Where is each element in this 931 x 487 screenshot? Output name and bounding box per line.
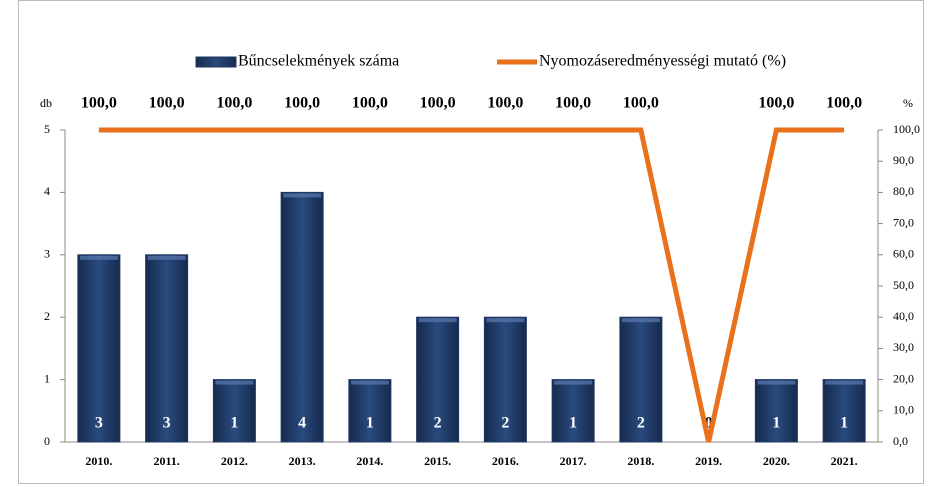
- bar: [212, 379, 256, 443]
- x-tick-label: 2017.: [560, 454, 587, 468]
- bar-highlight: [350, 380, 389, 385]
- x-tick-label: 2014.: [356, 454, 383, 468]
- x-tick-label: 2011.: [153, 454, 179, 468]
- line-value-label: 100,0: [216, 95, 252, 112]
- bar-value-label: 1: [230, 415, 238, 432]
- x-tick-label: 2015.: [424, 454, 451, 468]
- x-tick-label: 2010.: [85, 454, 112, 468]
- line-value-label: 100,0: [623, 95, 659, 112]
- x-tick-label: 2020.: [763, 454, 790, 468]
- y2-tick-label: 50,0: [893, 278, 914, 292]
- bar: [619, 316, 663, 443]
- bar-value-label: 4: [298, 415, 306, 432]
- bar-value-label: 1: [366, 415, 374, 432]
- bar-highlight: [554, 380, 593, 385]
- line-value-label: 100,0: [81, 95, 117, 112]
- line-value-label: 100,0: [487, 95, 523, 112]
- bar: [348, 379, 392, 443]
- bar: [483, 316, 527, 443]
- y2-tick-label: 30,0: [893, 340, 914, 354]
- bar-highlight: [757, 380, 796, 385]
- y2-tick-label: 100,0: [893, 122, 920, 136]
- bar: [551, 379, 595, 443]
- x-tick-label: 2019.: [695, 454, 722, 468]
- x-tick-label: 2012.: [221, 454, 248, 468]
- x-tick-label: 2016.: [492, 454, 519, 468]
- y2-tick-label: 10,0: [893, 403, 914, 417]
- x-tick-label: 2021.: [831, 454, 858, 468]
- x-tick-label: 2013.: [289, 454, 316, 468]
- y-tick-label: 2: [44, 309, 50, 323]
- line-value-label: 100,0: [284, 95, 320, 112]
- y2-tick-label: 0,0: [893, 434, 908, 448]
- bar-highlight: [283, 193, 322, 198]
- bar-highlight: [486, 318, 525, 323]
- line-value-label: 100,0: [149, 95, 185, 112]
- line-value-label: 100,0: [758, 95, 794, 112]
- bar-highlight: [418, 318, 457, 323]
- bar-value-label: 3: [95, 415, 103, 432]
- bar-highlight: [621, 318, 660, 323]
- bar-value-label: 1: [772, 415, 780, 432]
- y-tick-label: 5: [44, 122, 50, 136]
- y2-tick-label: 20,0: [893, 371, 914, 385]
- legend-label: Bűncselekmények száma: [238, 53, 399, 70]
- y-tick-label: 0: [44, 434, 50, 448]
- line-value-label: 100,0: [826, 95, 862, 112]
- line: [98, 127, 845, 443]
- bar-value-label: 1: [840, 415, 848, 432]
- line-value-label: 100,0: [555, 95, 591, 112]
- y2-tick-label: 90,0: [893, 153, 914, 167]
- bar: [280, 191, 324, 443]
- bar-highlight: [79, 255, 118, 260]
- legend-label: Nyomozáseredményességi mutató (%): [539, 53, 786, 70]
- bar-highlight: [147, 255, 186, 260]
- y2-tick-label: 40,0: [893, 309, 914, 323]
- legend-swatch: [195, 56, 237, 68]
- x-tick-label: 2018.: [627, 454, 654, 468]
- y2-axis-label: %: [903, 96, 913, 110]
- y2-tick-label: 70,0: [893, 215, 914, 229]
- y2-tick-label: 80,0: [893, 184, 914, 198]
- bar: [145, 254, 189, 443]
- y-tick-label: 4: [44, 184, 50, 198]
- bar: [822, 379, 866, 443]
- frame: [18, 0, 924, 484]
- bar-value-label: 1: [569, 415, 577, 432]
- line-value-label: 100,0: [352, 95, 388, 112]
- bar: [754, 379, 798, 443]
- y-tick-label: 1: [44, 371, 50, 385]
- y2-tick-label: 60,0: [893, 247, 914, 261]
- bar: [77, 254, 121, 443]
- bar-value-label: 3: [163, 415, 171, 432]
- bar: [416, 316, 460, 443]
- bar-highlight: [825, 380, 864, 385]
- y-tick-label: 3: [44, 247, 50, 261]
- bar-value-label: 2: [434, 415, 442, 432]
- y-axis-label: db: [40, 96, 52, 110]
- bar-highlight: [215, 380, 254, 385]
- line-value-label: 100,0: [420, 95, 456, 112]
- bar-value-label: 2: [501, 415, 509, 432]
- bar-value-label: 0: [705, 415, 713, 432]
- bar-value-label: 2: [637, 415, 645, 432]
